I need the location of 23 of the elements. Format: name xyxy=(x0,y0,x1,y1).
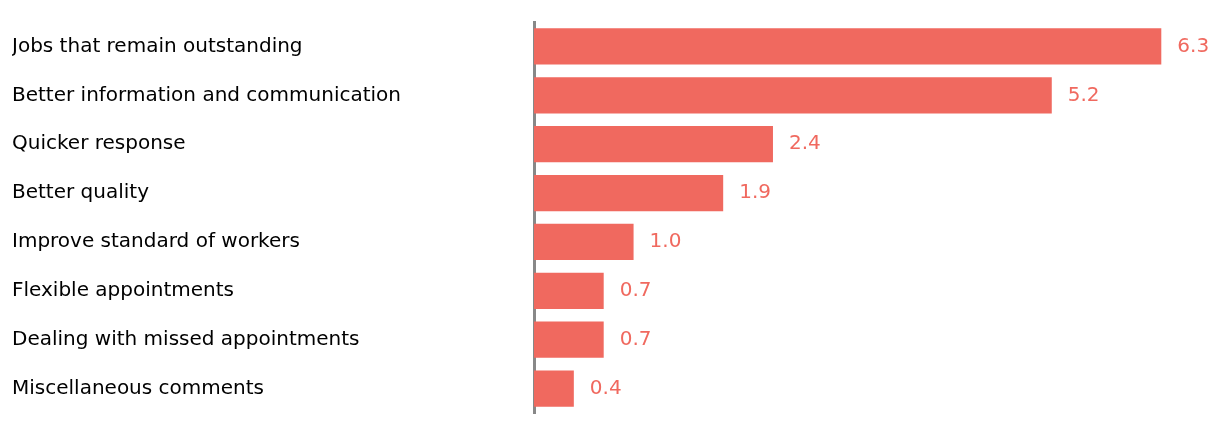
y-tick-label: Dealing with missed appointments xyxy=(12,325,360,350)
y-tick-label: Improve standard of workers xyxy=(12,228,300,253)
y-tick-label: Quicker response xyxy=(12,130,186,155)
data-label: 0.7 xyxy=(619,325,652,350)
data-label: 0.7 xyxy=(619,277,652,302)
y-tick-label: Better quality xyxy=(12,179,150,204)
data-label: 2.4 xyxy=(788,130,821,155)
data-label: 1.9 xyxy=(739,179,771,204)
bar xyxy=(534,174,724,212)
data-label: 6.3 xyxy=(1177,32,1210,57)
bar xyxy=(534,126,773,163)
bar xyxy=(534,223,634,261)
bar xyxy=(534,321,604,358)
y-tick-label: Better information and communication xyxy=(12,81,402,106)
y-tick-label: Miscellaneous comments xyxy=(12,374,265,399)
bar xyxy=(534,370,574,407)
bar xyxy=(534,272,604,309)
bar xyxy=(534,77,1052,114)
y-tick-label: Flexible appointments xyxy=(12,277,235,302)
data-label: 0.4 xyxy=(589,374,622,399)
bar xyxy=(534,28,1162,65)
data-label: 1.0 xyxy=(649,228,682,253)
data-label: 5.2 xyxy=(1067,81,1100,106)
